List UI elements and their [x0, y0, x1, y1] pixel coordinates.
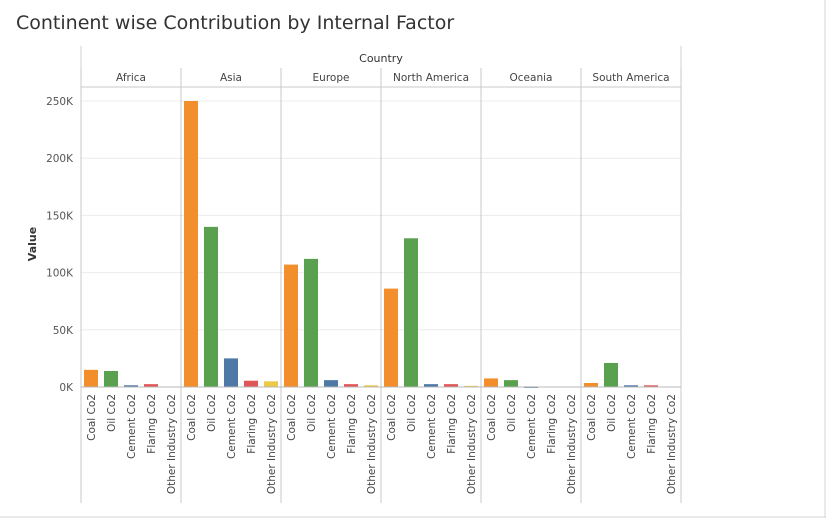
bar: [364, 385, 378, 387]
x-tick-label: Coal Co2: [586, 394, 598, 441]
bar: [284, 264, 298, 387]
y-tick-label: 0K: [59, 382, 74, 394]
x-tick-label: Coal Co2: [286, 394, 298, 441]
chart-title: Continent wise Contribution by Internal …: [16, 12, 455, 34]
y-tick-label: 200K: [46, 153, 74, 165]
bar: [644, 385, 658, 387]
x-tick-label: Oil Co2: [306, 394, 318, 432]
x-tick-label: Flaring Co2: [146, 394, 158, 454]
bar: [264, 381, 278, 387]
bar: [344, 384, 358, 387]
bar: [304, 258, 318, 387]
bar: [324, 380, 338, 387]
bar: [104, 370, 118, 387]
x-tick-label: Cement Co2: [326, 394, 338, 459]
x-tick-label: Oil Co2: [106, 394, 118, 432]
x-tick-label: Coal Co2: [186, 394, 198, 441]
x-tick-label: Other Industry Co2: [366, 394, 378, 494]
bar: [404, 238, 418, 387]
bar: [424, 384, 438, 387]
bar: [484, 378, 498, 387]
x-tick-label: Flaring Co2: [646, 394, 658, 454]
bar: [584, 382, 598, 387]
y-tick-label: 150K: [46, 210, 74, 222]
panel-header-europe: Europe: [313, 72, 350, 84]
y-tick-label: 100K: [46, 268, 74, 280]
x-tick-label: Cement Co2: [526, 394, 538, 459]
x-tick-label: Flaring Co2: [546, 394, 558, 454]
x-tick-label: Other Industry Co2: [466, 394, 478, 494]
y-tick-label: 50K: [53, 325, 74, 337]
x-tick-label: Flaring Co2: [446, 394, 458, 454]
bar: [224, 358, 238, 387]
column-header: Country: [359, 52, 403, 65]
bar: [84, 369, 98, 387]
x-tick-label: Other Industry Co2: [666, 394, 678, 494]
panel-header-north-america: North America: [393, 72, 469, 84]
x-tick-label: Coal Co2: [486, 394, 498, 441]
bar: [244, 380, 258, 387]
bar: [384, 288, 398, 387]
x-tick-label: Cement Co2: [626, 394, 638, 459]
x-tick-label: Oil Co2: [606, 394, 618, 432]
bar: [184, 101, 198, 387]
x-tick-label: Cement Co2: [426, 394, 438, 459]
panel-header-africa: Africa: [116, 72, 146, 84]
bar: [204, 226, 218, 387]
bar: [624, 385, 638, 387]
bar: [144, 384, 158, 387]
bar: [604, 362, 618, 387]
x-tick-label: Oil Co2: [206, 394, 218, 432]
x-tick-label: Oil Co2: [506, 394, 518, 432]
x-tick-label: Other Industry Co2: [166, 394, 178, 494]
x-tick-label: Cement Co2: [226, 394, 238, 459]
bar: [444, 384, 458, 387]
x-tick-label: Other Industry Co2: [566, 394, 578, 494]
panel-header-south-america: South America: [592, 72, 669, 84]
bar: [504, 380, 518, 387]
bar: [124, 385, 138, 387]
x-tick-label: Cement Co2: [126, 394, 138, 459]
panel-header-asia: Asia: [220, 72, 242, 84]
x-tick-label: Oil Co2: [406, 394, 418, 432]
x-tick-label: Flaring Co2: [346, 394, 358, 454]
y-tick-label: 250K: [46, 96, 74, 108]
panel-header-oceania: Oceania: [510, 72, 553, 84]
x-tick-label: Flaring Co2: [246, 394, 258, 454]
x-tick-label: Other Industry Co2: [266, 394, 278, 494]
x-tick-label: Coal Co2: [386, 394, 398, 441]
x-tick-label: Coal Co2: [86, 394, 98, 441]
y-axis-title: Value: [26, 227, 39, 261]
